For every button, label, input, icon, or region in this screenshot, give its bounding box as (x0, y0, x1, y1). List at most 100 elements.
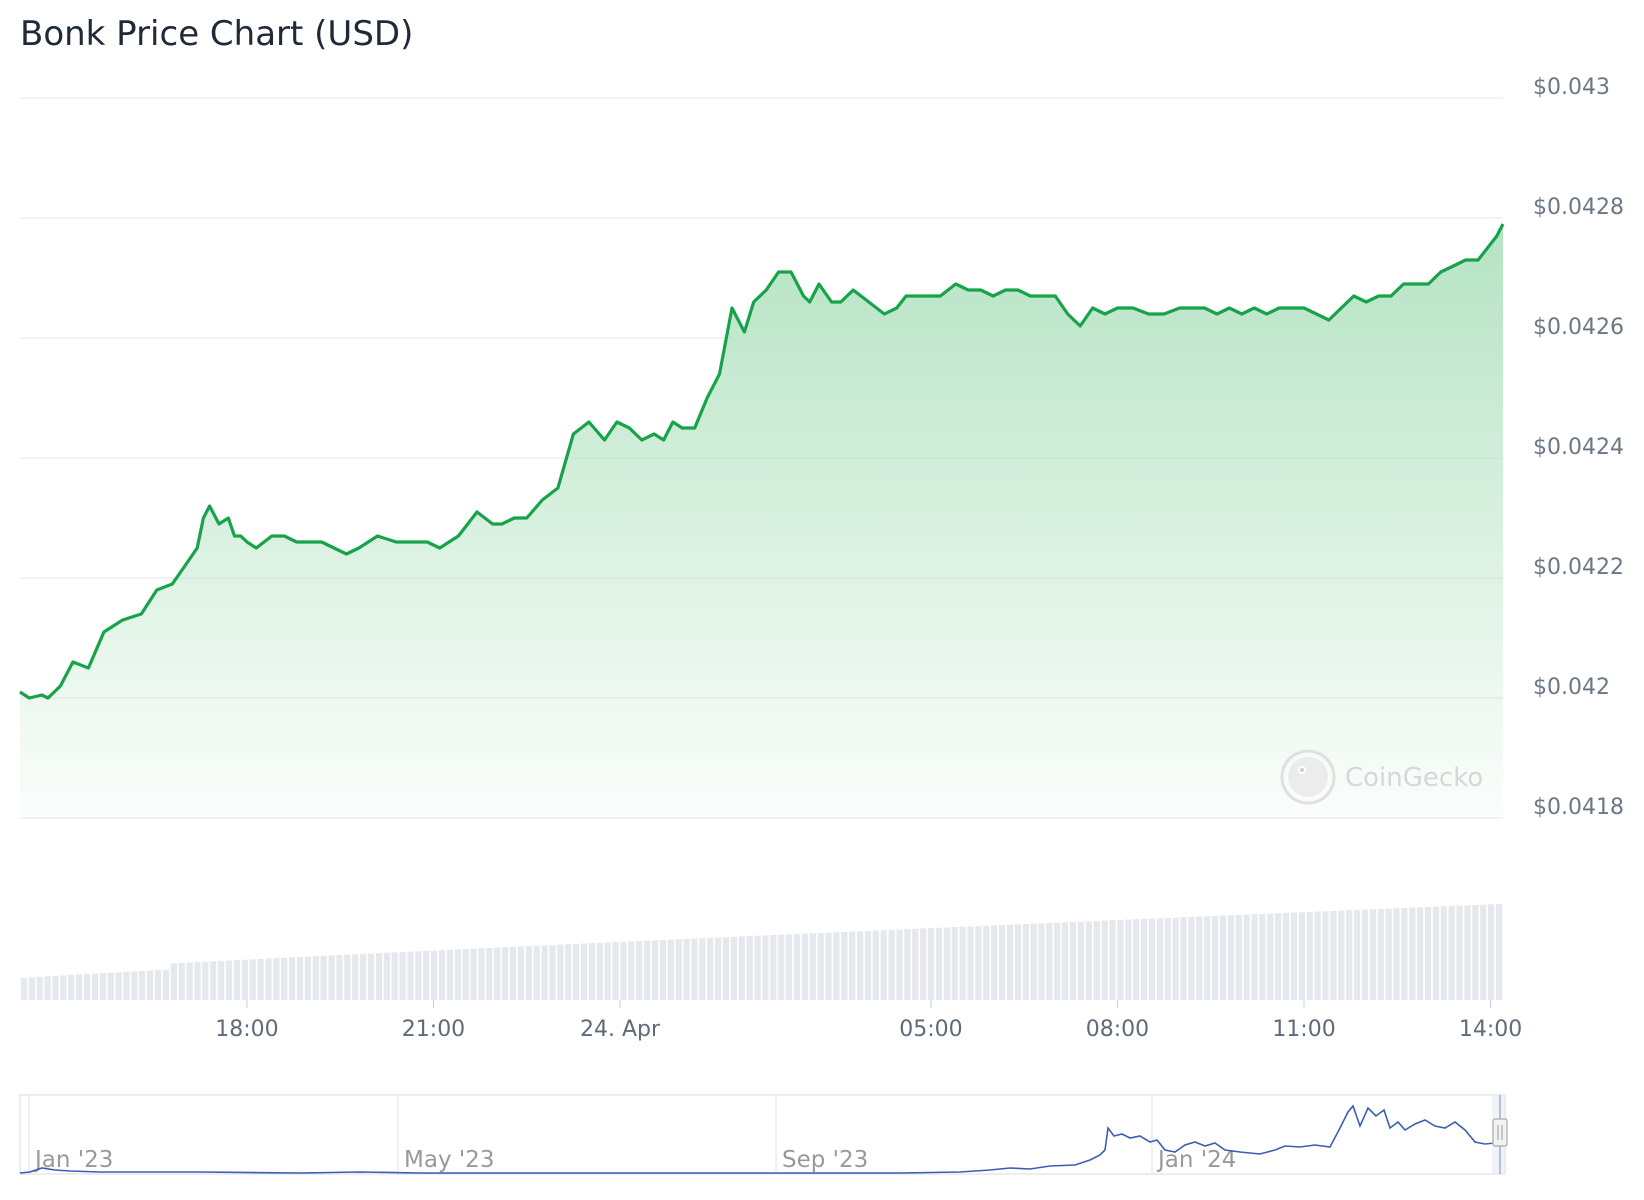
volume-bar (1006, 924, 1014, 1000)
volume-bar (1346, 910, 1353, 1000)
volume-bar (194, 962, 201, 1000)
volume-bar (1259, 913, 1266, 1000)
volume-bar (1409, 907, 1416, 1000)
volume-bar (233, 960, 241, 1000)
volume-bar (1448, 905, 1455, 1000)
volume-bar (462, 949, 469, 1000)
volume-bar (691, 938, 698, 1000)
volume-bar (20, 978, 28, 1000)
volume-bar (407, 951, 414, 1000)
volume-bar (170, 963, 177, 1000)
watermark-text: CoinGecko (1345, 763, 1483, 793)
volume-bar (1488, 904, 1495, 1000)
volume-bar (352, 954, 359, 1000)
volume-bar (856, 931, 864, 1000)
volume-bar (296, 956, 304, 1000)
volume-bar (375, 953, 383, 1000)
volume-bar (699, 938, 706, 1000)
volume-bar (983, 925, 990, 1000)
volume-bar (943, 927, 951, 1000)
volume-bar (1456, 905, 1463, 1000)
volume-bar (667, 939, 674, 1000)
volume-bar (1495, 904, 1503, 1000)
volume-bar (281, 957, 288, 1000)
volume-bar (1038, 923, 1045, 1000)
volume-bar (801, 933, 809, 1000)
volume-bar (218, 960, 225, 1000)
range-navigator[interactable]: Jan '23 May '23 Sep '23 Jan '24 (19, 1094, 1508, 1175)
volume-bar (68, 974, 75, 1000)
volume-bar (423, 950, 430, 1000)
volume-bar (1109, 920, 1116, 1000)
volume-bar (91, 973, 99, 1000)
volume-bar (202, 961, 209, 1000)
volume-bar (1101, 920, 1108, 1000)
volume-bar (636, 941, 643, 1000)
volume-bar (1030, 923, 1037, 1000)
volume-bar (115, 972, 122, 1000)
volume-bar (833, 932, 840, 1000)
volume-bar (1251, 914, 1258, 1000)
volume-bar (446, 949, 454, 1000)
volume-bar (651, 940, 659, 1000)
volume-bar (478, 948, 485, 1000)
y-tick-label: $0.043 (1533, 75, 1610, 100)
volume-bar (643, 940, 651, 1000)
volume-bar (249, 959, 256, 1000)
volume-bar (1235, 914, 1242, 1000)
volume-bar (60, 975, 67, 1000)
volume-bar (998, 925, 1006, 1000)
gecko-logo-icon (1280, 749, 1336, 805)
volume-bar (131, 971, 138, 1000)
navigator-labels: Jan '23 May '23 Sep '23 Jan '24 (33, 1147, 1236, 1173)
volume-bar (1204, 916, 1211, 1000)
volume-bar (494, 947, 501, 1000)
volume-bar (83, 974, 91, 1000)
y-tick-label: $0.0422 (1533, 555, 1624, 580)
y-tick-label: $0.0418 (1533, 795, 1624, 820)
volume-bar (714, 937, 722, 1000)
volume-bar (1133, 919, 1140, 1000)
volume-bar (1330, 910, 1337, 1000)
volume-bar (186, 962, 193, 1000)
volume-bar (1282, 912, 1290, 1000)
volume-bar (1243, 914, 1250, 1000)
navigator-handle[interactable] (1492, 1118, 1508, 1147)
chart-title: Bonk Price Chart (USD) (20, 14, 414, 54)
volume-bar (1140, 918, 1148, 1000)
volume-bar (1393, 908, 1400, 1000)
volume-bar (817, 932, 824, 1000)
volume-bar (1172, 917, 1179, 1000)
volume-bar (927, 928, 935, 1000)
volume-bar (162, 969, 170, 1000)
navigator-label: May '23 (404, 1147, 494, 1173)
volume-bar (328, 955, 335, 1000)
volume-bar (620, 941, 627, 1000)
volume-bar (872, 930, 880, 1000)
volume-bar (154, 970, 162, 1000)
volume-bar (1338, 910, 1345, 1000)
volume-bar (1125, 919, 1132, 1000)
volume-bar (1022, 923, 1029, 1000)
volume-bar (391, 952, 398, 1000)
volume-bar (123, 971, 130, 1000)
volume-bar (959, 926, 966, 1000)
price-line (19, 223, 1505, 700)
volume-bar (1361, 909, 1369, 1000)
volume-bar (841, 931, 848, 1000)
volume-bar (809, 933, 816, 1000)
price-area-fill (20, 224, 1503, 818)
volume-bar (312, 956, 319, 1000)
volume-bar (1219, 915, 1227, 1000)
volume-bar (762, 935, 769, 1000)
volume-bar (359, 953, 367, 1000)
volume-bar (1014, 924, 1022, 1000)
volume-bar (257, 958, 264, 1000)
price-area (19, 223, 1505, 818)
volume-bar (44, 976, 51, 1000)
volume-bar (1353, 909, 1361, 1000)
x-tick-label: 18:00 (215, 1017, 278, 1042)
x-tick-label: 08:00 (1086, 1017, 1149, 1042)
volume-bar (76, 974, 83, 1000)
